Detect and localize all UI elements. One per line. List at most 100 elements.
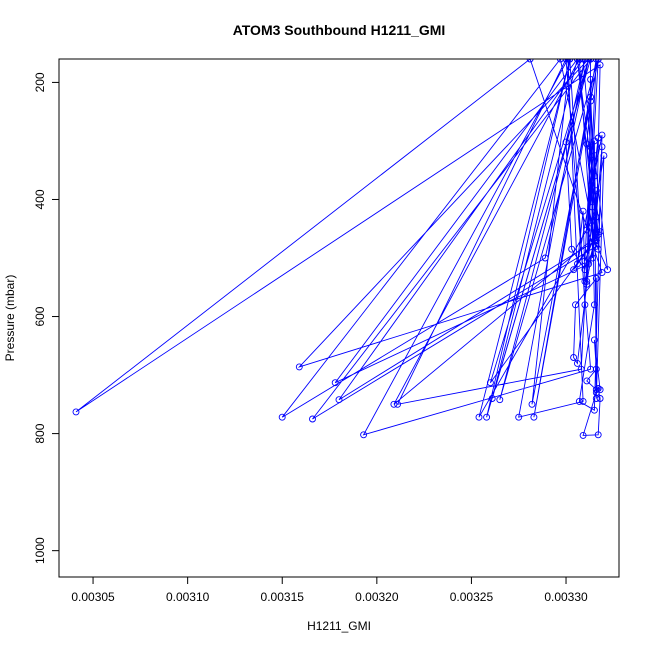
data-point — [592, 386, 600, 394]
data-point — [579, 397, 587, 405]
y-tick-label: 200 — [33, 72, 47, 92]
y-axis-label: Pressure (mbar) — [3, 275, 17, 362]
data-point — [562, 138, 570, 146]
y-tick-label: 800 — [33, 423, 47, 443]
data-point — [594, 245, 602, 253]
data-point — [581, 59, 589, 63]
y-tick-label: 1000 — [33, 537, 47, 564]
data-point — [541, 254, 549, 262]
data-point — [526, 59, 534, 63]
data-point — [577, 365, 585, 373]
data-point — [496, 396, 504, 404]
data-point — [592, 365, 600, 373]
x-axis: 0.00305 0.00310 0.00315 0.00320 0.00325 0.003… — [71, 577, 588, 604]
data-point — [587, 97, 595, 105]
data-point — [488, 395, 496, 402]
data-point — [579, 431, 587, 439]
data-point — [335, 396, 343, 404]
data-point — [573, 59, 581, 63]
x-tick-label: 0.00305 — [71, 590, 115, 604]
data-point — [590, 301, 598, 309]
data-point — [589, 254, 596, 262]
plot-area — [72, 59, 612, 439]
data-point — [483, 413, 491, 421]
data-point — [587, 219, 595, 227]
data-point — [579, 59, 587, 63]
data-point — [528, 400, 536, 408]
series-line — [75, 59, 609, 436]
data-point — [570, 354, 578, 361]
y-axis: 200 400 600 800 1000 — [33, 72, 59, 564]
data-point — [572, 301, 579, 309]
data-point — [585, 59, 593, 63]
data-point — [600, 152, 608, 160]
data-point — [581, 266, 589, 274]
data-point — [598, 143, 606, 151]
data-point — [596, 228, 604, 236]
data-point — [581, 257, 589, 265]
data-point — [592, 187, 600, 195]
data-point — [583, 226, 591, 234]
x-tick-label: 0.00315 — [261, 590, 305, 604]
data-point — [594, 59, 602, 63]
data-point — [566, 59, 574, 63]
data-layer — [72, 59, 612, 439]
data-point — [360, 431, 368, 439]
data-point — [587, 93, 595, 101]
data-point — [596, 386, 604, 394]
data-point — [592, 228, 600, 236]
data-point — [592, 59, 600, 63]
data-point — [596, 61, 604, 69]
data-point — [594, 431, 602, 439]
x-tick-label: 0.00310 — [166, 590, 210, 604]
data-point — [587, 59, 595, 63]
data-point — [589, 203, 596, 211]
data-point — [309, 415, 316, 423]
data-point — [592, 275, 600, 282]
x-tick-label: 0.00320 — [355, 590, 399, 604]
data-point — [72, 408, 80, 416]
y-tick-label: 400 — [33, 189, 47, 209]
x-axis-label: H1211_GMI — [307, 619, 371, 633]
data-point — [530, 413, 538, 421]
data-point — [594, 134, 602, 142]
data-point — [573, 359, 581, 367]
data-point — [581, 301, 589, 309]
data-point — [475, 413, 483, 421]
data-point — [590, 152, 598, 160]
chart-title: ATOM3 Southbound H1211_GMI — [233, 22, 446, 38]
data-point — [390, 400, 398, 408]
data-point — [564, 59, 572, 63]
data-point — [587, 76, 595, 83]
data-point — [594, 385, 602, 392]
data-point — [590, 336, 598, 344]
data-point — [575, 59, 583, 63]
data-point — [556, 59, 564, 63]
x-tick-label: 0.00325 — [450, 590, 494, 604]
data-point — [592, 236, 600, 244]
data-point — [598, 269, 606, 277]
data-point — [573, 260, 581, 268]
data-point — [295, 363, 303, 371]
plot-frame — [58, 58, 620, 578]
data-point — [394, 400, 402, 408]
data-point — [590, 172, 598, 180]
x-tick-label: 0.00330 — [544, 590, 588, 604]
data-point — [579, 207, 587, 215]
data-point — [604, 266, 612, 274]
y-tick-label: 600 — [33, 306, 47, 326]
data-point — [590, 406, 598, 414]
data-point — [515, 413, 523, 421]
data-point — [592, 213, 600, 221]
data-point — [278, 413, 286, 421]
data-point — [486, 379, 494, 387]
data-point — [583, 140, 591, 148]
data-point — [583, 377, 591, 385]
data-point — [575, 397, 583, 405]
data-point — [570, 266, 578, 274]
data-point — [562, 59, 570, 63]
data-point — [568, 245, 576, 253]
data-point — [590, 236, 598, 244]
data-point — [583, 280, 591, 288]
